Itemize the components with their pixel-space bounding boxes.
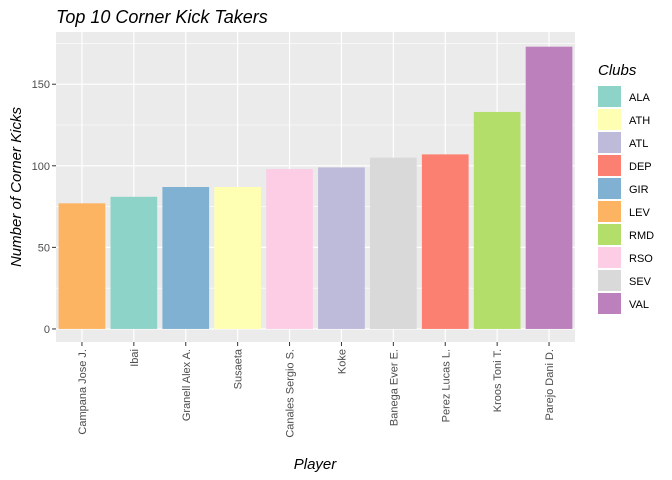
legend-title: Clubs: [598, 62, 637, 79]
x-tick-label: Susaeta: [233, 348, 245, 389]
legend-label-atl: ATL: [629, 138, 648, 150]
legend-label-lev: LEV: [629, 207, 650, 219]
bar-susaeta: [214, 187, 262, 329]
bar-campana-jose-j: [58, 203, 106, 329]
legend-label-rso: RSO: [629, 253, 653, 265]
legend-label-gir: GIR: [629, 184, 649, 196]
legend-swatch-rmd: [598, 224, 621, 245]
legend-label-ala: ALA: [629, 92, 650, 104]
x-tick-label: Parejo Dani D.: [544, 349, 556, 421]
legend-label-rmd: RMD: [629, 230, 654, 242]
legend-swatch-val: [598, 293, 621, 314]
chart-title: Top 10 Corner Kick Takers: [56, 7, 268, 27]
x-tick-label: Campana Jose J.: [77, 349, 89, 435]
bars: [58, 46, 573, 329]
legend-items: ALA ATH ATL DEP GIR LEV RMD RSO SEV VAL: [598, 86, 654, 314]
legend-label-sev: SEV: [629, 276, 652, 288]
x-axis-title: Player: [294, 456, 338, 473]
legend-swatch-dep: [598, 155, 621, 176]
x-tick-label: Kroos Toni T.: [492, 349, 504, 412]
legend-swatch-sev: [598, 270, 621, 291]
legend-swatch-atl: [598, 132, 621, 153]
legend-label-val: VAL: [629, 299, 649, 311]
y-axis-title: Number of Corner Kicks: [8, 106, 25, 267]
y-tick-label: 0: [44, 324, 50, 336]
x-tick-label: Koke: [336, 349, 348, 374]
y-tick-label: 100: [32, 161, 50, 173]
bar-canales-sergio-s: [266, 169, 313, 329]
legend-label-dep: DEP: [629, 161, 652, 173]
bar-koke: [318, 167, 365, 329]
legend: Clubs ALA ATH ATL DEP GIR LEV RMD RSO SEV VAL: [598, 62, 654, 314]
x-tick-label: Ibai: [129, 349, 141, 367]
y-tick-label: 50: [38, 242, 50, 254]
bar-kroos-toni-t: [473, 111, 521, 329]
legend-swatch-rso: [598, 247, 621, 268]
x-axis: Campana Jose J. Ibai Granell Alex A. Susaet…: [77, 342, 556, 438]
legend-swatch-ala: [598, 86, 621, 107]
bar-parejo-dani-d: [525, 46, 573, 329]
bar-banega-ever-e: [369, 157, 417, 329]
bar-granell-alex-a: [162, 187, 210, 329]
y-axis: 0 50 100 150: [32, 79, 56, 336]
legend-swatch-gir: [598, 178, 621, 199]
y-tick-label: 150: [32, 79, 50, 91]
x-tick-label: Perez Lucas L.: [440, 349, 452, 422]
bar-ibai: [110, 196, 158, 329]
legend-label-ath: ATH: [629, 115, 650, 127]
bar-perez-lucas-l: [421, 154, 469, 329]
legend-swatch-lev: [598, 201, 621, 222]
x-tick-label: Granell Alex A.: [181, 349, 193, 421]
x-tick-label: Canales Sergio S.: [285, 349, 297, 438]
legend-swatch-ath: [598, 109, 621, 130]
x-tick-label: Banega Ever E.: [388, 349, 400, 426]
